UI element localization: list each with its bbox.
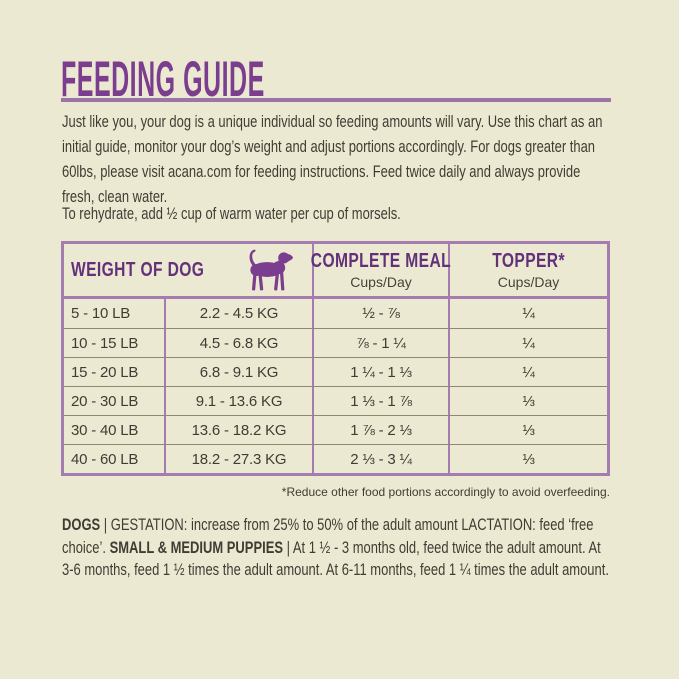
table-row: 5 - 10 LB 2.2 - 4.5 KG ½ - ⅞ ¼ [64, 299, 607, 328]
topper-cell: ¼ [448, 299, 607, 328]
weight-kg-cell: 4.5 - 6.8 KG [164, 329, 312, 357]
weight-lb-cell: 30 - 40 LB [71, 421, 139, 439]
complete-meal-cell: 1 ⅞ - 2 ⅓ [312, 416, 448, 444]
weight-lb-cell: 5 - 10 LB [71, 305, 131, 322]
intro-text: Just like you, your dog is a unique indi… [62, 113, 603, 206]
complete-meal-cell: ½ - ⅞ [312, 299, 448, 328]
topper-cell: ¼ [448, 329, 607, 357]
topper-header: TOPPER* Cups/Day [448, 244, 607, 296]
weight-of-dog-label: WEIGHT OF DOG [71, 258, 205, 281]
complete-meal-units: Cups/Day [350, 274, 412, 290]
weight-kg-cell: 6.8 - 9.1 KG [164, 358, 312, 386]
title-divider [61, 98, 611, 102]
weight-lb-cell: 10 - 15 LB [71, 334, 139, 352]
page-title: FEEDING GUIDE [61, 50, 468, 108]
rehydrate-text: To rehydrate, add ½ cup of warm water pe… [62, 205, 401, 223]
complete-meal-cell: ⅞ - 1 ¼ [312, 329, 448, 357]
dog-silhouette-icon [242, 244, 294, 296]
topper-cell: ⅓ [448, 387, 607, 415]
complete-meal-label: COMPLETE MEAL [310, 250, 452, 272]
weight-lb-cell: 40 - 60 LB [71, 450, 139, 468]
care-dogs-label: DOGS [62, 516, 101, 534]
complete-meal-header: COMPLETE MEAL Cups/Day [310, 244, 452, 296]
weight-lb-cell: 20 - 30 LB [71, 392, 139, 410]
table-row: 40 - 60 LB 18.2 - 27.3 KG 2 ⅓ - 3 ¼ ⅓ [64, 444, 607, 473]
table-row: 20 - 30 LB 9.1 - 13.6 KG 1 ⅓ - 1 ⅞ ⅓ [64, 386, 607, 415]
weight-kg-cell: 18.2 - 27.3 KG [164, 445, 312, 473]
weight-of-dog-header: WEIGHT OF DOG [64, 244, 312, 296]
weight-kg-cell: 13.6 - 18.2 KG [164, 416, 312, 444]
feeding-table: WEIGHT OF DOG [61, 241, 610, 476]
care-puppies-label: SMALL & MEDIUM PUPPIES [109, 538, 284, 557]
topper-cell: ¼ [448, 358, 607, 386]
care-instructions: DOGS | GESTATION: increase from 25% to 5… [62, 514, 612, 582]
complete-meal-cell: 2 ⅓ - 3 ¼ [312, 445, 448, 473]
topper-label: TOPPER* [492, 250, 565, 272]
weight-lb-cell: 15 - 20 LB [71, 363, 139, 381]
weight-kg-cell: 2.2 - 4.5 KG [164, 299, 312, 328]
table-row: 15 - 20 LB 6.8 - 9.1 KG 1 ¼ - 1 ⅓ ¼ [64, 357, 607, 386]
care-puppies-text: | At 1 ½ - 3 months old, feed twice the … [62, 538, 609, 580]
topper-cell: ⅓ [448, 416, 607, 444]
table-footnote: *Reduce other food portions accordingly … [281, 485, 610, 499]
complete-meal-cell: 1 ¼ - 1 ⅓ [312, 358, 448, 386]
care-gestation-lactation-text: | GESTATION: increase from 25% to 50% of… [62, 516, 594, 557]
weight-kg-cell: 9.1 - 13.6 KG [164, 387, 312, 415]
topper-units: Cups/Day [497, 274, 560, 290]
page-title-text: FEEDING GUIDE [61, 51, 265, 107]
topper-cell: ⅓ [448, 445, 607, 473]
feeding-table-header: WEIGHT OF DOG [64, 244, 607, 299]
complete-meal-cell: 1 ⅓ - 1 ⅞ [312, 387, 448, 415]
table-row: 10 - 15 LB 4.5 - 6.8 KG ⅞ - 1 ¼ ¼ [64, 328, 607, 357]
table-row: 30 - 40 LB 13.6 - 18.2 KG 1 ⅞ - 2 ⅓ ⅓ [64, 415, 607, 444]
